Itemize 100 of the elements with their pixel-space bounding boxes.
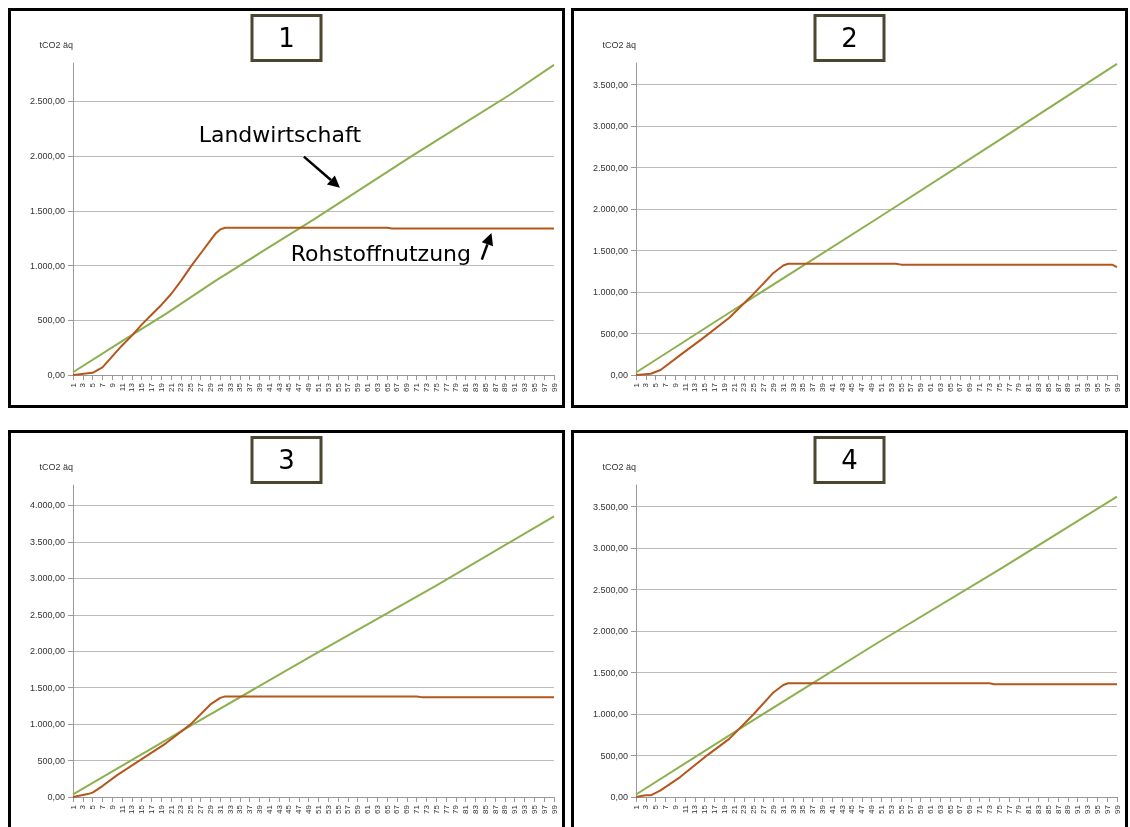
x-tick-label: 61 (925, 382, 935, 392)
x-tick-label: 65 (945, 804, 955, 814)
x-tick-label: 35 (235, 382, 245, 392)
x-tick-label: 31 (215, 804, 225, 814)
y-tick-label: 2.000,00 (29, 646, 65, 657)
x-tick-label: 43 (274, 804, 284, 814)
x-tick-label: 15 (137, 382, 147, 392)
x-tick-label: 55 (896, 382, 906, 392)
x-tick-label: 11 (117, 382, 127, 392)
x-tick-label: 65 (382, 804, 392, 814)
x-tick-label: 1 (631, 804, 641, 810)
y-tick-label: 2.500,00 (592, 584, 628, 595)
x-tick-label: 89 (500, 804, 510, 814)
y-tick-label: 1.000,00 (29, 719, 65, 730)
x-tick-label: 73 (421, 382, 431, 392)
x-tick-label: 89 (1063, 804, 1073, 814)
x-tick-label: 9 (107, 382, 117, 388)
x-tick-label: 17 (710, 382, 720, 392)
x-tick-label: 49 (867, 382, 877, 392)
x-tick-label: 87 (490, 382, 500, 392)
x-tick-label: 69 (965, 382, 975, 392)
x-tick-label: 61 (925, 804, 935, 814)
x-tick-label: 91 (510, 804, 520, 814)
x-tick-label: 5 (651, 804, 661, 810)
x-tick-label: 89 (500, 382, 510, 392)
x-tick-label: 73 (421, 804, 431, 814)
x-tick-label: 15 (700, 804, 710, 814)
x-tick-label: 21 (729, 382, 739, 392)
x-tick-label: 21 (166, 804, 176, 814)
x-tick-label: 87 (1053, 804, 1063, 814)
x-tick-label: 63 (935, 382, 945, 392)
x-tick-label: 53 (323, 804, 333, 814)
x-tick-label: 31 (778, 382, 788, 392)
x-tick-label: 53 (886, 382, 896, 392)
x-tick-label: 31 (778, 804, 788, 814)
x-tick-label: 71 (412, 382, 422, 392)
x-tick-label: 49 (304, 382, 314, 392)
x-tick-label: 7 (97, 382, 107, 388)
x-tick-label: 11 (680, 382, 690, 392)
x-tick-label: 59 (353, 804, 363, 814)
x-tick-label: 81 (461, 382, 471, 392)
x-tick-label: 23 (739, 382, 749, 392)
x-tick-label: 69 (402, 382, 412, 392)
y-tick-label: 1.500,00 (592, 667, 628, 678)
x-tick-label: 7 (97, 804, 107, 810)
x-tick-label: 23 (176, 382, 186, 392)
x-tick-label: 85 (1043, 804, 1053, 814)
x-tick-label: 19 (719, 382, 729, 392)
x-tick-label: 35 (798, 382, 808, 392)
x-tick-label: 29 (768, 382, 778, 392)
y-tick-label: 1.500,00 (592, 245, 628, 256)
x-tick-label: 99 (549, 382, 559, 392)
x-tick-label: 45 (284, 804, 294, 814)
x-tick-label: 79 (451, 804, 461, 814)
x-tick-label: 27 (196, 804, 206, 814)
series-label: Rohstoffnutzung (290, 240, 471, 266)
x-tick-label: 33 (225, 804, 235, 814)
x-tick-label: 9 (670, 804, 680, 810)
x-tick-label: 47 (294, 382, 304, 392)
x-tick-label: 59 (916, 804, 926, 814)
x-tick-label: 39 (818, 382, 828, 392)
x-tick-label: 41 (264, 804, 274, 814)
x-tick-label: 21 (729, 804, 739, 814)
x-tick-label: 23 (176, 804, 186, 814)
x-tick-label: 5 (88, 382, 98, 388)
x-tick-label: 97 (539, 382, 549, 392)
x-tick-label: 3 (641, 804, 651, 810)
x-tick-label: 3 (78, 804, 88, 810)
x-tick-label: 7 (660, 382, 670, 388)
x-tick-label: 37 (245, 804, 255, 814)
y-tick-label: 500,00 (37, 755, 65, 766)
y-tick-label: 3.000,00 (29, 573, 65, 584)
x-tick-label: 93 (520, 804, 530, 814)
x-tick-label: 47 (857, 804, 867, 814)
x-tick-label: 19 (719, 804, 729, 814)
x-tick-label: 53 (323, 382, 333, 392)
x-tick-label: 17 (710, 804, 720, 814)
x-tick-label: 61 (362, 804, 372, 814)
x-tick-label: 11 (117, 804, 127, 814)
x-tick-label: 45 (847, 382, 857, 392)
x-tick-label: 79 (451, 382, 461, 392)
x-tick-label: 25 (749, 382, 759, 392)
y-tick-label: 0,00 (47, 792, 65, 802)
x-tick-label: 75 (994, 382, 1004, 392)
x-tick-label: 51 (876, 804, 886, 814)
x-tick-label: 25 (186, 804, 196, 814)
x-tick-label: 13 (690, 382, 700, 392)
x-tick-label: 51 (876, 382, 886, 392)
y-tick-label: 2.500,00 (592, 162, 628, 173)
x-tick-label: 83 (1033, 382, 1043, 392)
x-tick-label: 11 (680, 804, 690, 814)
x-tick-label: 83 (470, 382, 480, 392)
x-tick-label: 13 (127, 804, 137, 814)
chart-title: 1 (278, 23, 295, 53)
x-tick-label: 95 (529, 382, 539, 392)
y-tick-label: 1.000,00 (592, 709, 628, 720)
x-tick-label: 95 (529, 804, 539, 814)
x-tick-label: 65 (382, 382, 392, 392)
x-tick-label: 39 (255, 804, 265, 814)
x-tick-label: 57 (343, 804, 353, 814)
